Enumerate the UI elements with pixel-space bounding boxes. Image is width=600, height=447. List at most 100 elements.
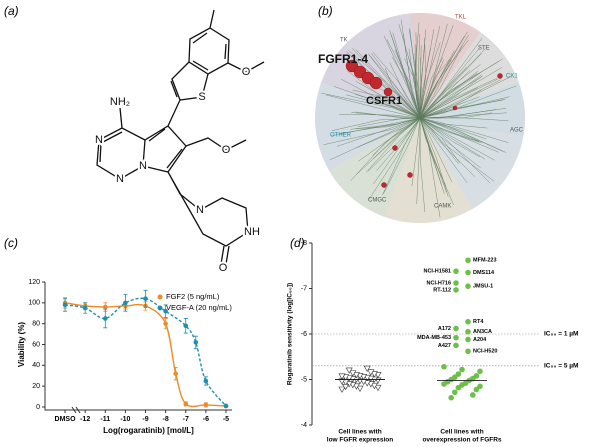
data-point — [356, 373, 364, 380]
tree-branch — [411, 117, 421, 187]
tree-branch — [419, 67, 502, 119]
x-tick-label: -5 — [223, 416, 229, 423]
tree-branch — [419, 35, 465, 119]
tree-branch — [419, 76, 482, 119]
x-tick-label: -7 — [183, 416, 189, 423]
legend-marker — [157, 305, 163, 311]
y-tick-label: -7 — [301, 285, 307, 292]
point-label: NCI-H716 — [427, 280, 451, 286]
tree-branch — [419, 85, 517, 119]
tree-branch — [419, 117, 454, 206]
kinase-dot — [369, 76, 383, 90]
data-point — [363, 374, 371, 382]
x-tick-label: -12 — [80, 416, 90, 423]
tree-branch — [368, 117, 421, 201]
y-tick-label: 20 — [32, 383, 40, 390]
data-point — [173, 371, 178, 376]
data-point — [193, 340, 199, 345]
tree-branch — [352, 55, 421, 119]
tree-branch — [419, 77, 498, 119]
data-point — [465, 283, 471, 290]
tree-branch — [355, 94, 421, 119]
legend-label: FGF2 (5 ng/mL) — [166, 292, 220, 301]
data-point — [453, 342, 459, 349]
tree-branch — [419, 72, 478, 119]
tree-branch — [338, 117, 421, 134]
data-point — [163, 308, 168, 314]
structure: NH₂ N N N S O O N NH O — [93, 9, 265, 276]
y-axis-label: Viability (%) — [17, 322, 26, 368]
tree-branch — [419, 45, 463, 119]
axis-break — [71, 406, 81, 414]
kinome-tree — [315, 13, 525, 223]
atom: O — [219, 262, 228, 274]
category-label: overexpression of FGFRs — [422, 437, 501, 444]
data-point — [465, 318, 471, 325]
point-label: A172 — [438, 326, 451, 332]
group-label: TKL — [455, 15, 467, 21]
point-label: MDA-MB-453 — [417, 335, 451, 341]
tree-branch — [419, 117, 507, 153]
kinase-dot — [392, 145, 398, 151]
tree-branch — [419, 117, 495, 182]
data-point — [223, 403, 229, 409]
tree-branch — [419, 78, 498, 119]
tree-branch — [383, 35, 421, 119]
group-label: CAMK — [434, 204, 451, 210]
point-label: DMS114 — [473, 270, 495, 276]
atom: S — [198, 91, 205, 103]
atom: NH₂ — [110, 96, 130, 108]
data-point — [465, 269, 471, 276]
tree-branch — [398, 24, 421, 119]
group-label: AGC — [510, 128, 524, 134]
data-point — [352, 372, 360, 379]
y-tick-label: -4 — [301, 422, 307, 429]
data-point — [477, 368, 483, 375]
data-point — [183, 323, 189, 329]
tree-branch — [419, 117, 475, 177]
tree-branch — [419, 117, 491, 184]
tree-branch — [352, 89, 421, 119]
data-point — [163, 321, 168, 326]
tree-branch — [350, 117, 421, 181]
category-label: low FGFR expression — [327, 437, 393, 444]
data-point — [349, 370, 357, 377]
tree-branch — [321, 92, 421, 119]
tree-branch — [340, 78, 421, 119]
tree-branch — [356, 117, 421, 148]
tree-branch — [419, 117, 449, 197]
group-label: CMGC — [368, 198, 387, 204]
tree-branch — [419, 109, 497, 119]
data-point — [465, 348, 471, 355]
point-label: A427 — [438, 343, 451, 349]
data-point — [143, 296, 148, 301]
point-label: JMSU-1 — [473, 284, 493, 290]
tree-sector — [384, 118, 473, 223]
chart-d: (d)-8 -7 -6 -5 -4 Rogaratinib sensitivity (lo… — [287, 236, 579, 444]
tree-branch — [419, 25, 441, 119]
data-point — [203, 378, 209, 384]
group-label: OTHER — [330, 133, 352, 139]
atom: N — [139, 160, 147, 172]
tree-sector — [420, 31, 519, 118]
data-point — [183, 401, 189, 407]
tree-branch — [351, 112, 421, 119]
y-tick-label: -8 — [301, 240, 307, 247]
tree-branch — [336, 117, 421, 147]
tree-branch — [333, 86, 421, 119]
panel-label: (a) — [4, 4, 19, 18]
x-tick-label: -6 — [203, 416, 209, 423]
tree-branch — [365, 117, 421, 173]
tree-branch — [332, 117, 421, 131]
tree-branch — [419, 117, 480, 142]
tree-branch — [419, 117, 486, 160]
data-point — [459, 366, 465, 373]
y-tick-label: 60 — [32, 341, 40, 348]
point-label: RT-112 — [433, 287, 451, 293]
kinase-dot — [407, 172, 413, 178]
data-point — [360, 373, 368, 381]
highlight-label: FGFR1-4 — [318, 52, 368, 66]
data-point — [455, 371, 462, 377]
tree-branch — [419, 117, 481, 168]
